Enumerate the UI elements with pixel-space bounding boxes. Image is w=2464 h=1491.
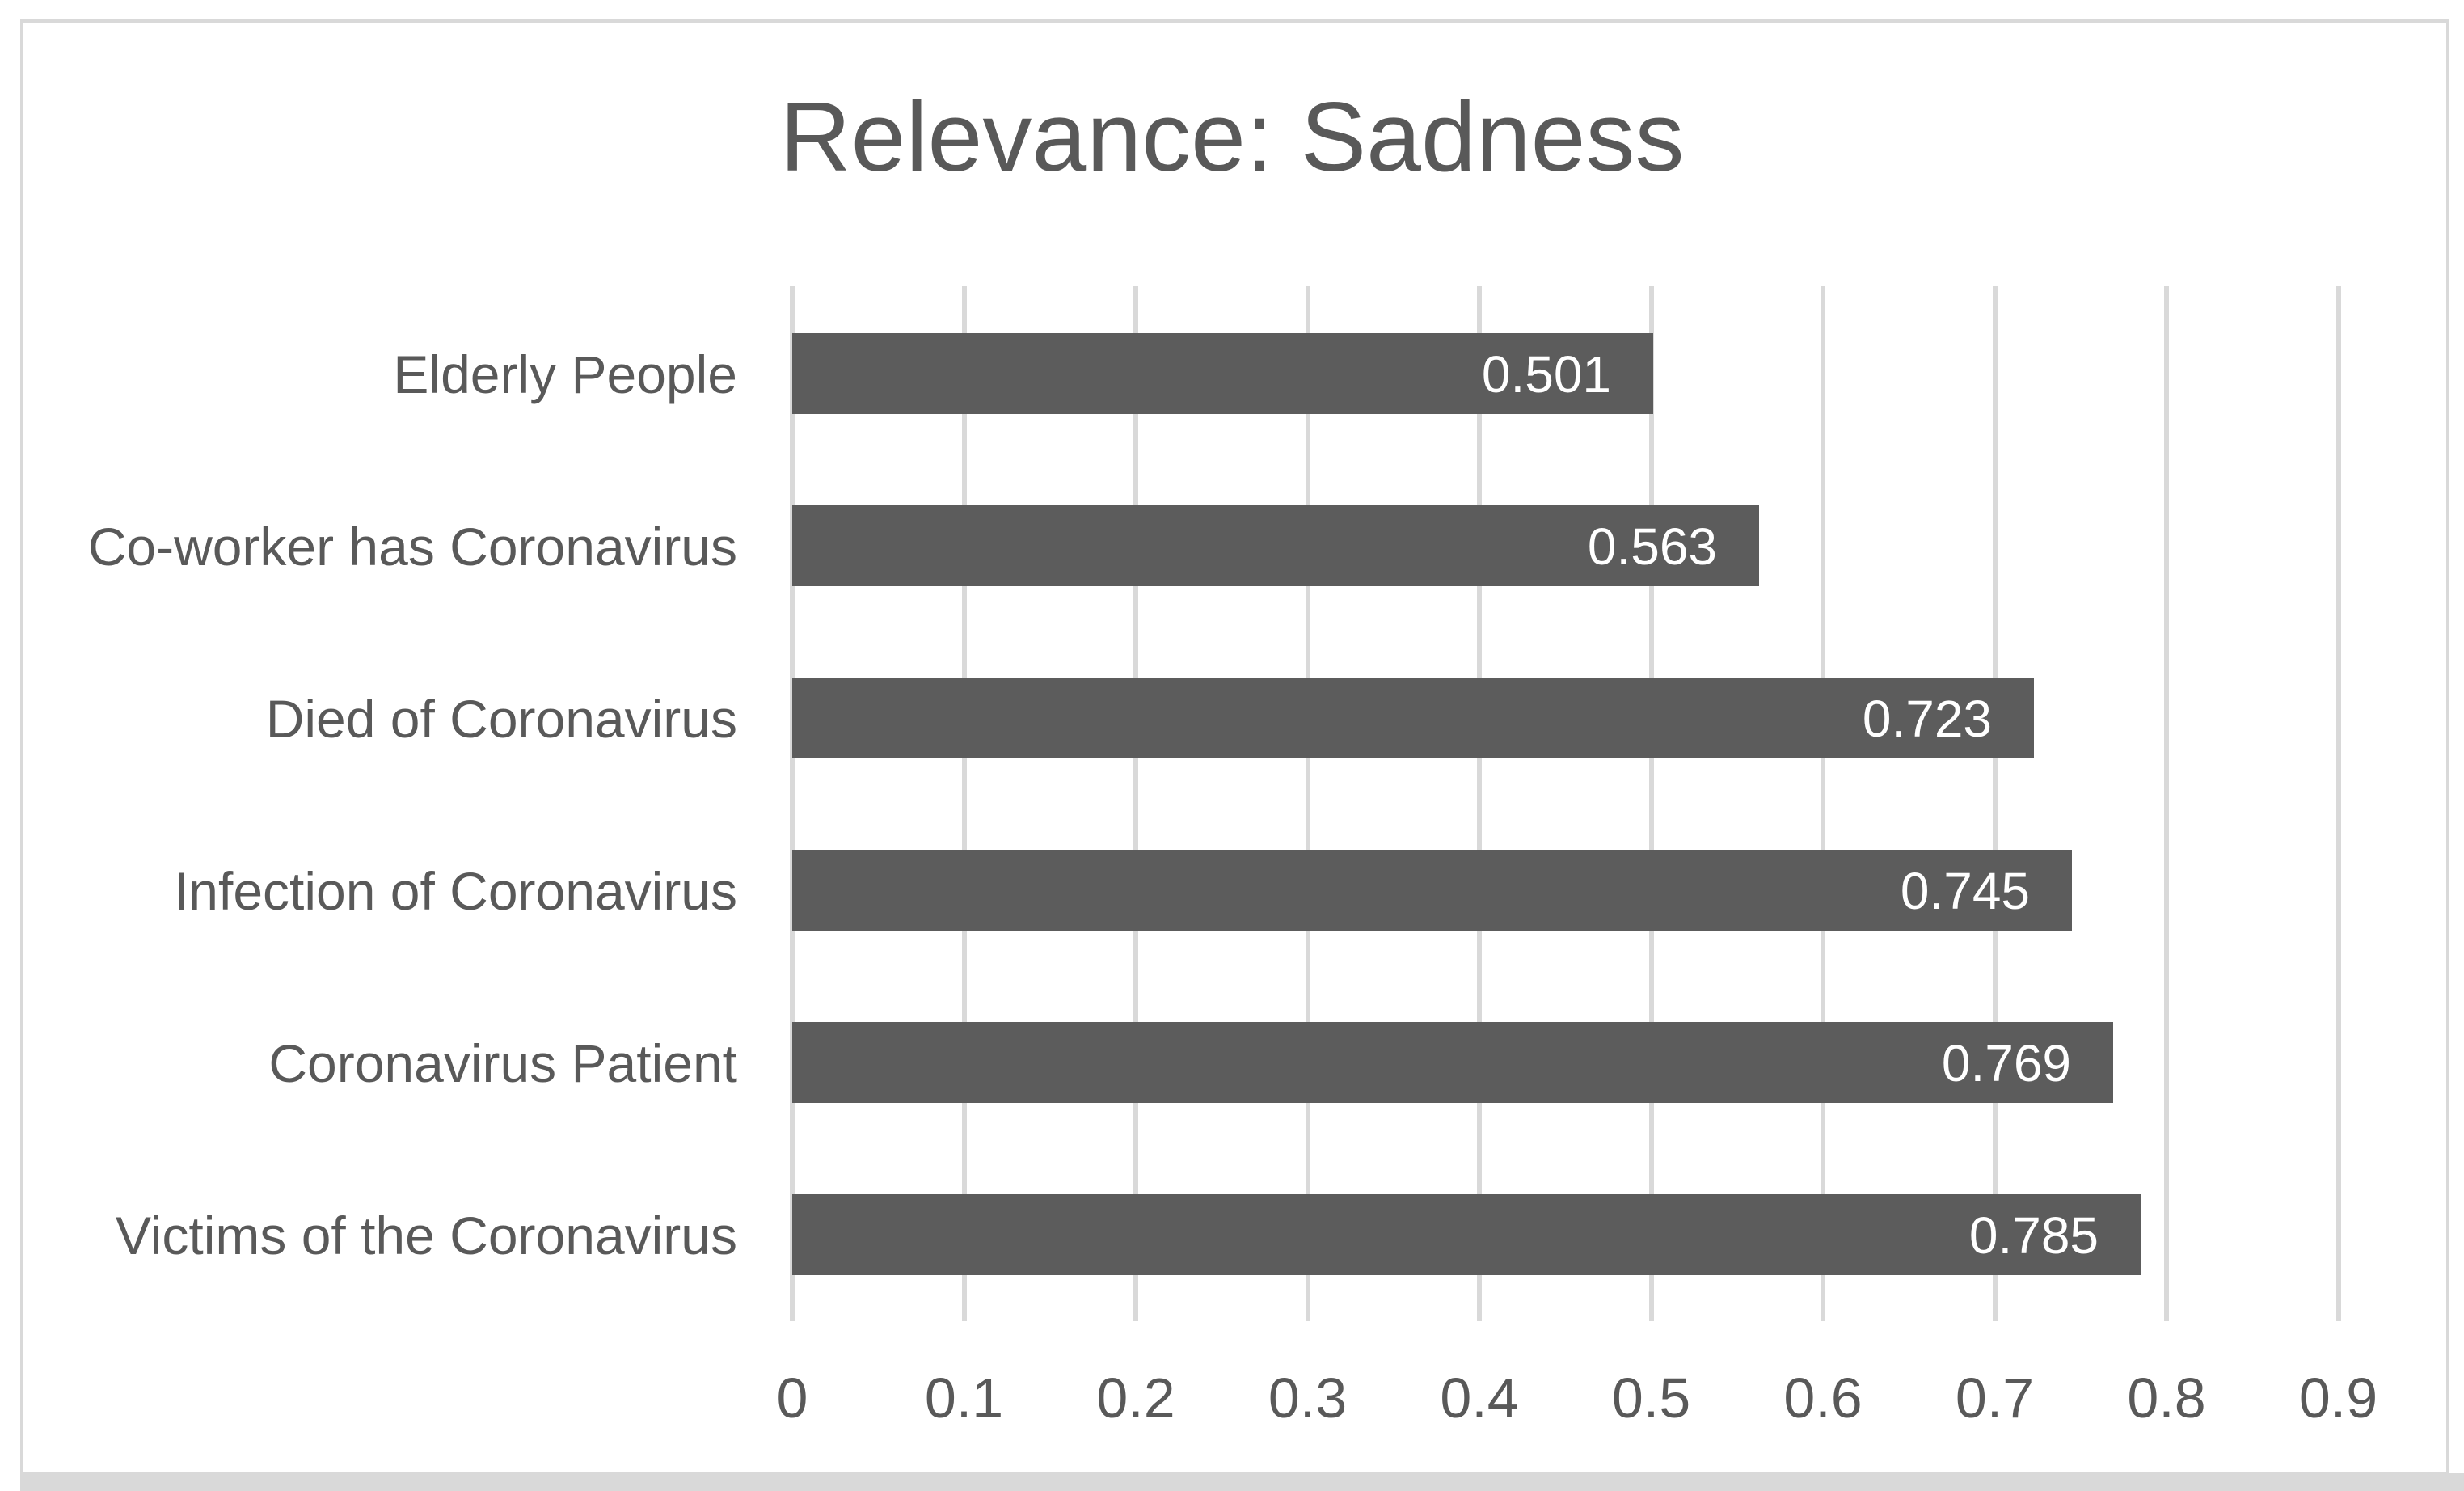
gridline-x-0.9	[2335, 286, 2341, 1321]
bar-row: 0.785	[0, 1194, 2464, 1275]
x-tick-label: 0.8	[2127, 1366, 2206, 1430]
bar-row: 0.723	[0, 678, 2464, 758]
x-tick-label: 0.2	[1096, 1366, 1175, 1430]
gridline-x-0.1	[961, 286, 967, 1321]
gridline-x-0.8	[2164, 286, 2169, 1321]
category-label: Infection of Coronavirus	[173, 861, 737, 921]
x-tick-label: 0.1	[924, 1366, 1004, 1430]
gridline-x-0.3	[1305, 286, 1310, 1321]
bar-row: 0.769	[0, 1022, 2464, 1103]
category-label: Died of Coronavirus	[265, 689, 737, 749]
bar-elderly-people: 0.501	[792, 333, 1653, 414]
x-tick-label: 0.6	[1783, 1366, 1863, 1430]
gridline-x-0	[790, 286, 795, 1321]
bar-value-label: 0.563	[1587, 517, 1717, 576]
bar-value-label: 0.769	[1941, 1034, 2071, 1092]
bar-row: 0.501	[0, 333, 2464, 414]
bar-value-label: 0.501	[1481, 345, 1611, 403]
bar-row: 0.563	[0, 505, 2464, 586]
chart-title: Relevance: Sadness	[779, 82, 1685, 192]
bar-infection-of-coronavirus: 0.745	[792, 850, 2072, 931]
category-label: Elderly People	[393, 344, 737, 404]
category-label: Coronavirus Patient	[268, 1033, 737, 1093]
x-tick-label: 0.3	[1268, 1366, 1348, 1430]
bar-value-label: 0.785	[1968, 1206, 2099, 1265]
bar-victims-of-the-coronavirus: 0.785	[792, 1194, 2141, 1275]
bar-row: 0.745	[0, 850, 2464, 931]
x-tick-label: 0.5	[1611, 1366, 1691, 1430]
gridline-x-0.7	[1992, 286, 1998, 1321]
category-label: Co-worker has Coronavirus	[87, 517, 737, 577]
gridline-x-0.2	[1133, 286, 1138, 1321]
gridline-x-0.5	[1648, 286, 1654, 1321]
gridline-x-0.6	[1821, 286, 1825, 1321]
bar-died-of-coronavirus: 0.723	[792, 678, 2034, 758]
bar-co-worker-has-coronavirus: 0.563	[792, 505, 1759, 586]
x-tick-label: 0.7	[1955, 1366, 2035, 1430]
category-label: Victims of the Coronavirus	[115, 1206, 737, 1265]
x-tick-label: 0.4	[1440, 1366, 1519, 1430]
x-tick-label: 0	[776, 1366, 808, 1430]
x-tick-label: 0.9	[2298, 1366, 2378, 1430]
bar-value-label: 0.723	[1862, 690, 1992, 748]
bar-coronavirus-patient: 0.769	[792, 1022, 2113, 1103]
gridline-x-0.4	[1477, 286, 1482, 1321]
bar-value-label: 0.745	[1900, 862, 2030, 920]
page-bottom-edge	[20, 1473, 2464, 1491]
